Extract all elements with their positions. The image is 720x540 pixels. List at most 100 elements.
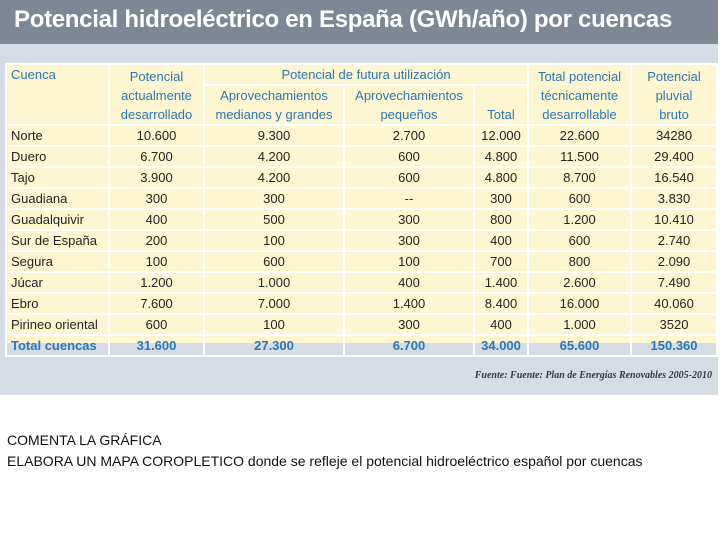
- value-cell: 4.200: [203, 166, 345, 189]
- table-row: Ebro 7.600 7.000 1.400 8.400 16.000 40.060: [5, 292, 719, 315]
- cuenca-name-cell: Pirineo oriental: [5, 313, 110, 336]
- value-cell: 9.300: [203, 124, 345, 147]
- value-cell: 27.300: [203, 334, 345, 357]
- value-cell: 300: [343, 208, 475, 231]
- value-cell: --: [343, 187, 475, 210]
- value-cell: 6.700: [343, 334, 475, 357]
- value-cell: 400: [108, 208, 205, 231]
- header-potencial-actual: Potencial actualmente desarrollado: [108, 63, 205, 126]
- value-cell: 4.200: [203, 145, 345, 168]
- cuenca-name-cell: Guadalquivir: [5, 208, 110, 231]
- header-medianos: Aprovechamientos medianos y grandes: [203, 84, 345, 126]
- value-cell: 10.600: [108, 124, 205, 147]
- value-cell: 400: [472, 229, 530, 252]
- value-cell: 100: [343, 250, 475, 273]
- table-row: Pirineo oriental 600 100 300 400 1.000 3520: [5, 313, 719, 336]
- table-row: Júcar 1.200 1.000 400 1.400 2.600 7.490: [5, 271, 719, 294]
- value-cell: 200: [108, 229, 205, 252]
- table-body: Norte 10.600 9.300 2.700 12.000 22.600 34280 Du…: [5, 124, 719, 357]
- value-cell: 1.000: [203, 271, 345, 294]
- cuenca-name-cell: Duero: [5, 145, 110, 168]
- hydro-table: Cuenca Potencial actualmente desarrollad…: [5, 63, 719, 357]
- value-cell: 2.740: [630, 229, 719, 252]
- value-cell: 40.060: [630, 292, 719, 315]
- header-total: Total: [472, 84, 530, 126]
- value-cell: 4.800: [472, 145, 530, 168]
- value-cell: 600: [527, 229, 633, 252]
- table-row: Duero 6.700 4.200 600 4.800 11.500 29.400: [5, 145, 719, 168]
- header-pequenos: Aprovechamientos pequeños: [343, 84, 475, 126]
- value-cell: 600: [343, 166, 475, 189]
- cuenca-name-cell: Júcar: [5, 271, 110, 294]
- table-row: Guadalquivir 400 500 300 800 1.200 10.410: [5, 208, 719, 231]
- value-cell: 11.500: [527, 145, 633, 168]
- value-cell: 7.000: [203, 292, 345, 315]
- value-cell: 400: [472, 313, 530, 336]
- total-row: Total cuencas 31.600 27.300 6.700 34.000 65.6…: [5, 334, 719, 357]
- value-cell: 100: [108, 250, 205, 273]
- value-cell: 22.600: [527, 124, 633, 147]
- value-cell: 12.000: [472, 124, 530, 147]
- table-row: Segura 100 600 100 700 800 2.090: [5, 250, 719, 273]
- notes-line-1: COMENTA LA GRÁFICA: [7, 432, 162, 448]
- value-cell: 700: [472, 250, 530, 273]
- cuenca-name-cell: Segura: [5, 250, 110, 273]
- value-cell: 300: [203, 187, 345, 210]
- header-cuenca: Cuenca: [5, 63, 110, 126]
- table-figure: Potencial hidroeléctrico en España (GWh/…: [0, 0, 719, 395]
- assignment-notes: COMENTA LA GRÁFICA ELABORA UN MAPA COROP…: [7, 430, 707, 472]
- table-container: Cuenca Potencial actualmente desarrollad…: [5, 63, 719, 357]
- value-cell: 10.410: [630, 208, 719, 231]
- cuenca-name-cell: Ebro: [5, 292, 110, 315]
- title-bar: Potencial hidroeléctrico en España (GWh/…: [0, 0, 718, 44]
- value-cell: 1.200: [527, 208, 633, 231]
- value-cell: 34.000: [472, 334, 530, 357]
- value-cell: 7.490: [630, 271, 719, 294]
- value-cell: 100: [203, 229, 345, 252]
- value-cell: 100: [203, 313, 345, 336]
- table-row: Guadiana 300 300 -- 300 600 3.830: [5, 187, 719, 210]
- value-cell: 2.090: [630, 250, 719, 273]
- value-cell: 34280: [630, 124, 719, 147]
- value-cell: 800: [527, 250, 633, 273]
- cuenca-name-cell: Norte: [5, 124, 110, 147]
- value-cell: 2.700: [343, 124, 475, 147]
- value-cell: 3.900: [108, 166, 205, 189]
- table-row: Sur de España 200 100 300 400 600 2.740: [5, 229, 719, 252]
- value-cell: 65.600: [527, 334, 633, 357]
- value-cell: 600: [343, 145, 475, 168]
- cuenca-name-cell: Total cuencas: [5, 334, 110, 357]
- value-cell: 16.000: [527, 292, 633, 315]
- figure-title: Potencial hidroeléctrico en España (GWh/…: [14, 6, 673, 33]
- cuenca-name-cell: Guadiana: [5, 187, 110, 210]
- value-cell: 1.400: [343, 292, 475, 315]
- value-cell: 1.400: [472, 271, 530, 294]
- header-futura: Potencial de futura utilización: [202, 63, 530, 86]
- cuenca-name-cell: Sur de España: [5, 229, 110, 252]
- value-cell: 300: [472, 187, 530, 210]
- table-row: Norte 10.600 9.300 2.700 12.000 22.600 34280: [5, 124, 719, 147]
- header-total-tecnico: Total potencial técnicamente desarrollab…: [527, 63, 633, 126]
- table-row: Tajo 3.900 4.200 600 4.800 8.700 16.540: [5, 166, 719, 189]
- header-pluvial: Potencial pluvial bruto: [630, 63, 719, 126]
- value-cell: 2.600: [527, 271, 633, 294]
- value-cell: 16.540: [630, 166, 719, 189]
- value-cell: 600: [527, 187, 633, 210]
- notes-line-2: ELABORA UN MAPA COROPLETICO donde se ref…: [7, 453, 643, 469]
- value-cell: 600: [108, 313, 205, 336]
- value-cell: 3520: [630, 313, 719, 336]
- source-note: Fuente: Fuente: Plan de Energías Renovab…: [474, 370, 712, 381]
- value-cell: 8.700: [527, 166, 633, 189]
- value-cell: 600: [203, 250, 345, 273]
- cuenca-name-cell: Tajo: [5, 166, 110, 189]
- value-cell: 1.000: [527, 313, 633, 336]
- value-cell: 3.830: [630, 187, 719, 210]
- value-cell: 8.400: [472, 292, 530, 315]
- value-cell: 7.600: [108, 292, 205, 315]
- value-cell: 800: [472, 208, 530, 231]
- value-cell: 31.600: [108, 334, 205, 357]
- value-cell: 4.800: [472, 166, 530, 189]
- value-cell: 1.200: [108, 271, 205, 294]
- value-cell: 6.700: [108, 145, 205, 168]
- value-cell: 400: [343, 271, 475, 294]
